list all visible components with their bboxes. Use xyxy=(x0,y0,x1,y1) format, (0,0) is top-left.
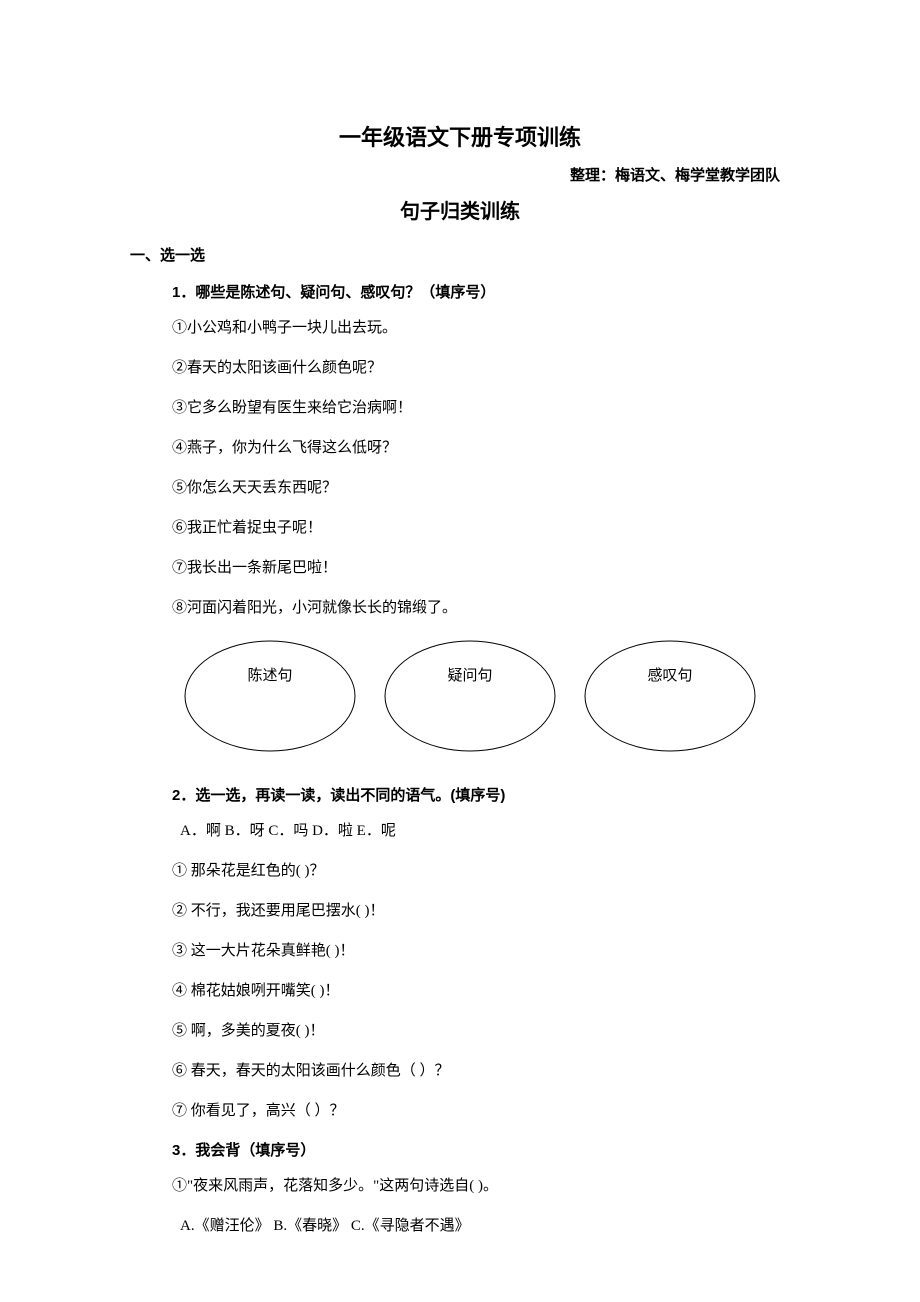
q1-sentence: ①小公鸡和小鸭子一块儿出去玩。 xyxy=(172,316,790,340)
q2-heading: 2．选一选，再读一读，读出不同的语气。(填序号) xyxy=(172,784,790,805)
ellipse-exclamatory: 感叹句 xyxy=(580,636,760,756)
q1-sentence: ②春天的太阳该画什么颜色呢？ xyxy=(172,356,790,380)
subtitle: 句子归类训练 xyxy=(130,195,790,224)
ellipse-declarative: 陈述句 xyxy=(180,636,360,756)
q2-item: ⑥ 春天，春天的太阳该画什么颜色（ ）？ xyxy=(172,1059,790,1083)
q3-heading: 3．我会背（填序号） xyxy=(172,1139,790,1160)
q1-sentence: ⑥我正忙着捉虫子呢！ xyxy=(172,516,790,540)
q3-options: A.《赠汪伦》 B.《春晓》 C.《寻隐者不遇》 xyxy=(180,1214,790,1238)
ellipse-label: 陈述句 xyxy=(180,664,360,685)
q1-sentence: ③它多么盼望有医生来给它治病啊！ xyxy=(172,396,790,420)
main-title: 一年级语文下册专项训练 xyxy=(130,120,790,152)
q2-item: ② 不行，我还要用尾巴摆水( )！ xyxy=(172,899,790,923)
ellipse-interrogative: 疑问句 xyxy=(380,636,560,756)
q1-sentence: ⑦我长出一条新尾巴啦！ xyxy=(172,556,790,580)
ellipse-icon xyxy=(380,636,560,756)
ellipse-icon xyxy=(580,636,760,756)
q2-item: ④ 棉花姑娘咧开嘴笑( )！ xyxy=(172,979,790,1003)
q2-item: ⑤ 啊，多美的夏夜( )！ xyxy=(172,1019,790,1043)
section-1-heading: 一、选一选 xyxy=(130,244,790,265)
ellipse-icon xyxy=(180,636,360,756)
q1-heading: 1．哪些是陈述句、疑问句、感叹句？（填序号） xyxy=(172,281,790,302)
ellipses-row: 陈述句 疑问句 感叹句 xyxy=(170,636,770,756)
q2-options: A．啊 B．呀 C．吗 D．啦 E．呢 xyxy=(180,819,790,843)
q3-item: ①"夜来风雨声，花落知多少。"这两句诗选自( )。 xyxy=(172,1174,790,1198)
q1-sentence: ④燕子，你为什么飞得这么低呀？ xyxy=(172,436,790,460)
q2-item: ③ 这一大片花朵真鲜艳( )！ xyxy=(172,939,790,963)
ellipse-label: 疑问句 xyxy=(380,664,560,685)
attribution-line: 整理：梅语文、梅学堂教学团队 xyxy=(130,164,790,185)
q1-sentence: ⑤你怎么天天丢东西呢？ xyxy=(172,476,790,500)
ellipse-label: 感叹句 xyxy=(580,664,760,685)
q1-sentence: ⑧河面闪着阳光，小河就像长长的锦缎了。 xyxy=(172,596,790,620)
q2-item: ⑦ 你看见了，高兴（ ）？ xyxy=(172,1099,790,1123)
q2-item: ① 那朵花是红色的( )？ xyxy=(172,859,790,883)
